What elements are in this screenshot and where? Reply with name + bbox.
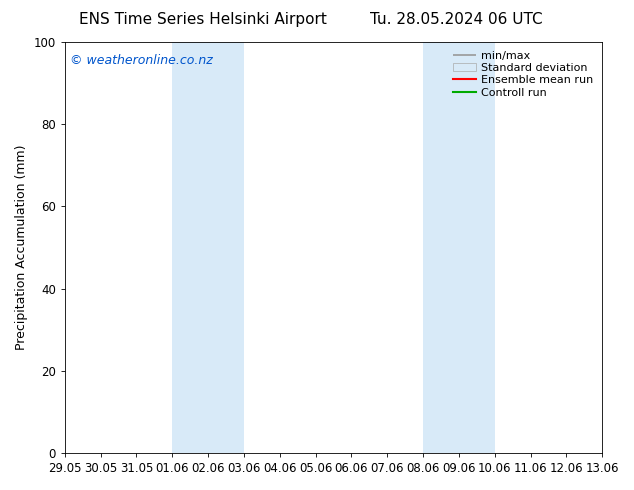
Bar — [172, 42, 244, 453]
Legend: min/max, Standard deviation, Ensemble mean run, Controll run: min/max, Standard deviation, Ensemble me… — [450, 48, 597, 101]
Text: ENS Time Series Helsinki Airport: ENS Time Series Helsinki Airport — [79, 12, 327, 27]
Y-axis label: Precipitation Accumulation (mm): Precipitation Accumulation (mm) — [15, 145, 28, 350]
Text: © weatheronline.co.nz: © weatheronline.co.nz — [70, 54, 213, 68]
Bar — [423, 42, 495, 453]
Text: Tu. 28.05.2024 06 UTC: Tu. 28.05.2024 06 UTC — [370, 12, 543, 27]
